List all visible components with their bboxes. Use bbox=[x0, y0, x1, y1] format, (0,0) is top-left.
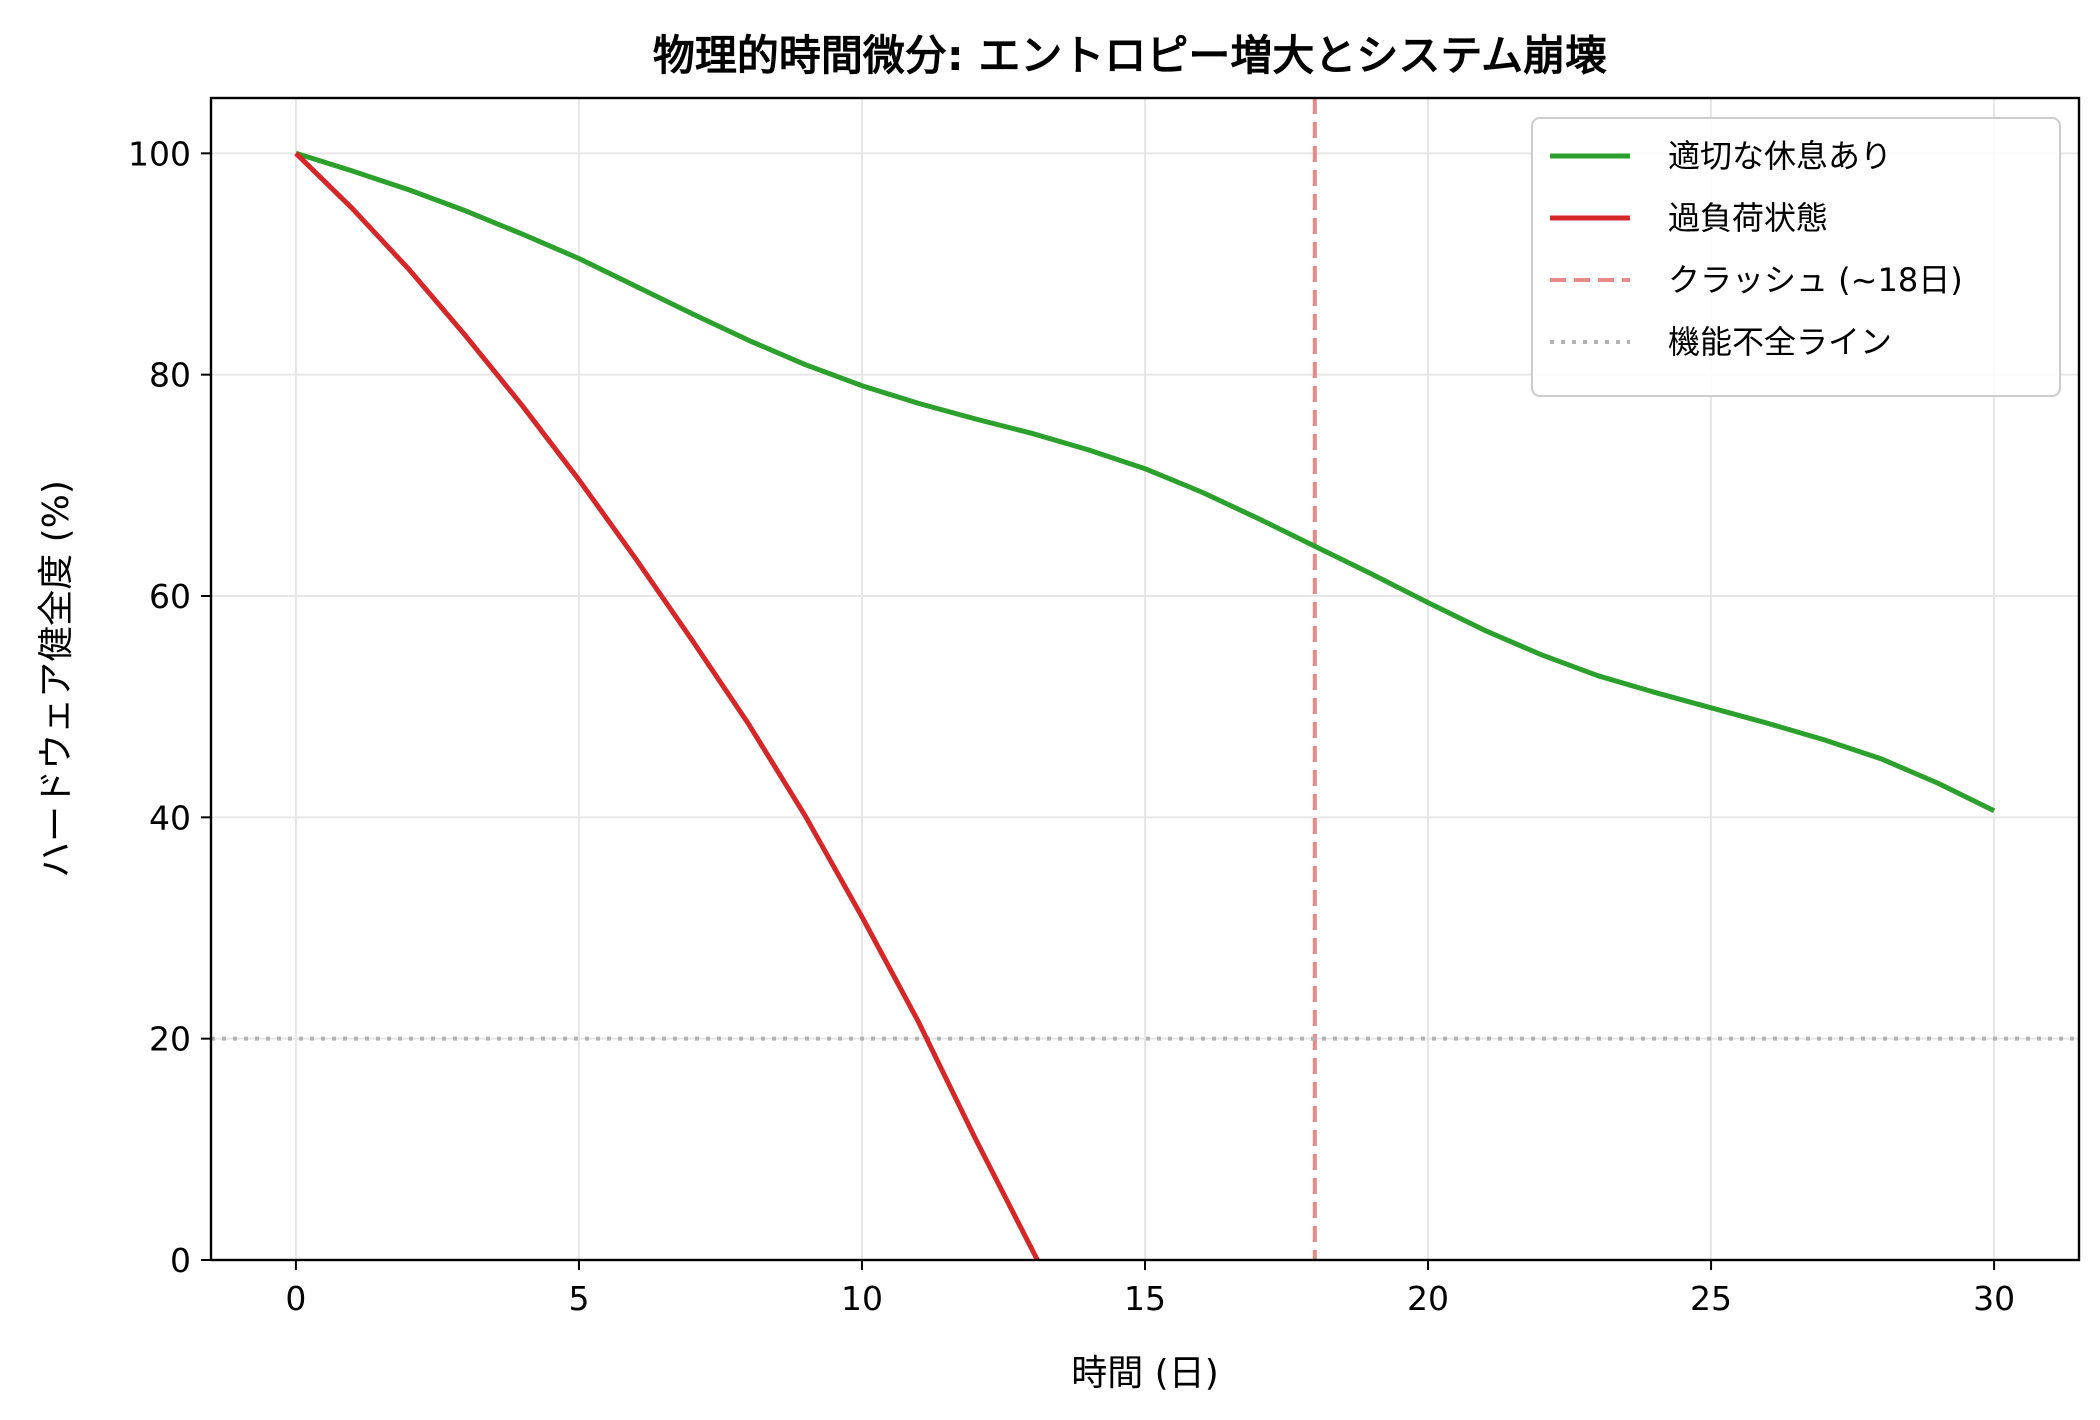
x-tick-label: 25 bbox=[1690, 1279, 1732, 1318]
series-line-overload bbox=[294, 151, 1040, 1262]
ticks: 0 5 10 15 20 25 30 0 20 40 60 80 100 bbox=[128, 134, 2015, 1318]
x-tick-label: 5 bbox=[568, 1279, 589, 1318]
x-tick-label: 20 bbox=[1407, 1279, 1449, 1318]
legend-label: 機能不全ライン bbox=[1668, 323, 1892, 361]
legend-label: 過負荷状態 bbox=[1668, 199, 1828, 237]
y-tick-label: 80 bbox=[149, 356, 191, 395]
x-axis-label: 時間 (日) bbox=[1071, 1353, 1219, 1394]
legend-label: 適切な休息あり bbox=[1668, 137, 1892, 175]
y-axis-label: ハードウェア健全度 (%) bbox=[36, 480, 77, 878]
chart-title: 物理的時間微分: エントロピー増大とシステム崩壊 bbox=[653, 31, 1607, 80]
y-tick-label: 20 bbox=[149, 1020, 191, 1059]
x-tick-label: 30 bbox=[1973, 1279, 2015, 1318]
legend-box bbox=[1531, 117, 2061, 397]
x-tick-label: 10 bbox=[841, 1279, 883, 1318]
x-tick-label: 0 bbox=[285, 1279, 306, 1318]
series-line-rest bbox=[295, 150, 1996, 813]
y-tick-label: 40 bbox=[149, 798, 191, 837]
y-tick-label: 0 bbox=[170, 1241, 191, 1280]
reference-lines bbox=[211, 98, 2079, 1260]
series-lines bbox=[294, 150, 1996, 1262]
y-tick-label: 60 bbox=[149, 577, 191, 616]
x-tick-label: 15 bbox=[1124, 1279, 1166, 1318]
y-tick-label: 100 bbox=[128, 134, 191, 173]
legend-label: クラッシュ (~18日) bbox=[1668, 261, 1963, 299]
